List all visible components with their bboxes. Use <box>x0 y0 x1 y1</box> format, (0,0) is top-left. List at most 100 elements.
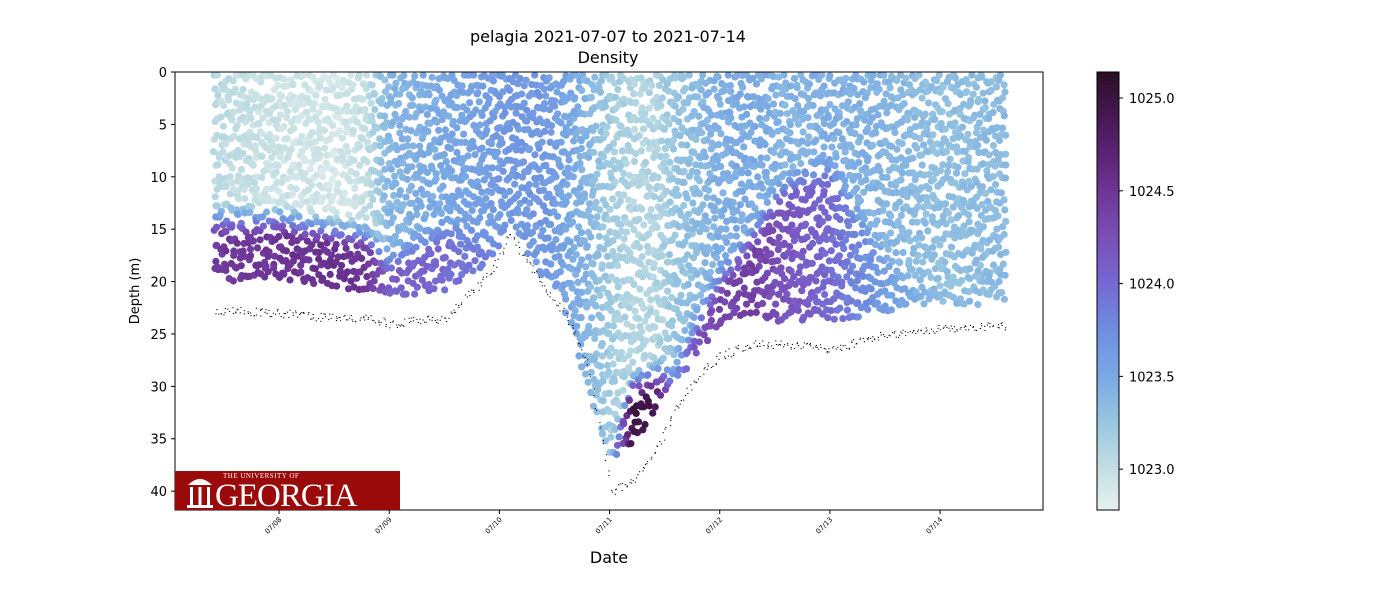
bottom-depth-point <box>469 295 471 297</box>
bottom-depth-point <box>221 313 223 315</box>
scatter-point <box>965 211 973 219</box>
scatter-point <box>951 119 959 127</box>
bottom-depth-point <box>710 367 712 369</box>
scatter-point <box>804 300 812 308</box>
bottom-depth-point <box>848 347 850 349</box>
scatter-point <box>595 232 603 240</box>
scatter-point <box>797 159 805 168</box>
scatter-point <box>222 247 230 255</box>
scatter-point <box>697 291 705 299</box>
scatter-point <box>386 208 394 216</box>
bottom-depth-point <box>482 278 484 280</box>
scatter-point <box>654 174 662 182</box>
scatter-point <box>611 93 620 101</box>
scatter-point <box>853 205 861 213</box>
bottom-depth-point <box>408 317 410 319</box>
scatter-point <box>225 96 233 104</box>
scatter-point <box>925 185 933 193</box>
bottom-depth-point <box>809 344 811 346</box>
scatter-point <box>689 199 697 207</box>
scatter-point <box>985 272 993 280</box>
scatter-point <box>407 182 415 190</box>
scatter-point <box>422 211 430 219</box>
scatter-point <box>486 212 494 220</box>
scatter-point <box>375 248 383 256</box>
bottom-depth-point <box>981 325 983 327</box>
scatter-point <box>763 154 771 162</box>
bottom-depth-point <box>363 316 365 318</box>
scatter-point <box>424 127 432 135</box>
scatter-point <box>711 203 719 212</box>
scatter-point <box>248 203 256 211</box>
scatter-point <box>793 232 801 240</box>
y-axis-label: Depth (m) <box>128 258 143 325</box>
scatter-point <box>426 203 434 211</box>
scatter-point <box>610 377 619 385</box>
scatter-point <box>956 295 965 303</box>
scatter-point <box>798 287 806 295</box>
scatter-point <box>749 74 757 82</box>
scatter-point <box>310 100 318 108</box>
bottom-depth-point <box>747 344 749 346</box>
scatter-point <box>290 125 298 133</box>
colorbar-tick-label: 1023.5 <box>1129 370 1175 385</box>
scatter-point <box>1001 88 1009 96</box>
bottom-depth-point <box>545 289 548 291</box>
scatter-point <box>565 156 573 164</box>
scatter-point <box>915 241 923 249</box>
scatter-point <box>363 138 371 146</box>
scatter-point <box>308 181 316 189</box>
scatter-point <box>621 401 629 410</box>
y-tick-label: 35 <box>150 433 167 448</box>
scatter-point <box>775 290 783 299</box>
scatter-point <box>555 252 563 260</box>
scatter-point <box>776 198 784 206</box>
bottom-depth-point <box>619 483 621 485</box>
scatter-point <box>476 121 484 129</box>
scatter-point <box>317 227 325 235</box>
scatter-point <box>625 131 634 139</box>
scatter-point <box>674 93 683 101</box>
scatter-point <box>853 277 862 285</box>
scatter-point <box>234 71 242 79</box>
scatter-point <box>887 142 896 150</box>
bottom-depth-point <box>893 332 895 334</box>
bottom-depth-point <box>768 342 770 344</box>
bottom-depth-point <box>468 290 470 292</box>
scatter-point <box>293 173 301 181</box>
bottom-depth-point <box>915 333 917 335</box>
scatter-point <box>336 91 344 99</box>
bottom-depth-point <box>946 326 948 328</box>
bottom-depth-point <box>477 282 479 284</box>
bottom-depth-point <box>871 340 873 342</box>
scatter-point <box>714 233 722 241</box>
scatter-point <box>363 273 371 281</box>
scatter-point <box>716 100 724 108</box>
scatter-point <box>453 124 461 132</box>
scatter-point <box>973 204 981 212</box>
scatter-point <box>343 107 351 116</box>
scatter-point <box>824 180 832 188</box>
scatter-point <box>454 216 462 224</box>
bottom-depth-point <box>644 463 647 465</box>
scatter-point <box>736 90 744 98</box>
scatter-point <box>968 71 976 79</box>
scatter-point <box>713 156 722 164</box>
bottom-depth-point <box>464 294 466 296</box>
scatter-point <box>428 73 436 81</box>
scatter-point <box>552 173 560 181</box>
bottom-depth-point <box>651 456 653 458</box>
scatter-point <box>541 99 549 108</box>
scatter-point <box>690 343 698 351</box>
bottom-depth-point <box>737 348 739 350</box>
scatter-point <box>493 148 501 156</box>
scatter-point <box>960 199 968 207</box>
bottom-depth-point <box>787 344 789 346</box>
scatter-point <box>898 169 907 177</box>
scatter-point <box>762 213 771 221</box>
scatter-point <box>557 138 565 146</box>
scatter-point <box>947 216 955 224</box>
scatter-point <box>682 269 690 277</box>
bottom-depth-point <box>526 259 528 261</box>
scatter-point <box>641 110 649 118</box>
